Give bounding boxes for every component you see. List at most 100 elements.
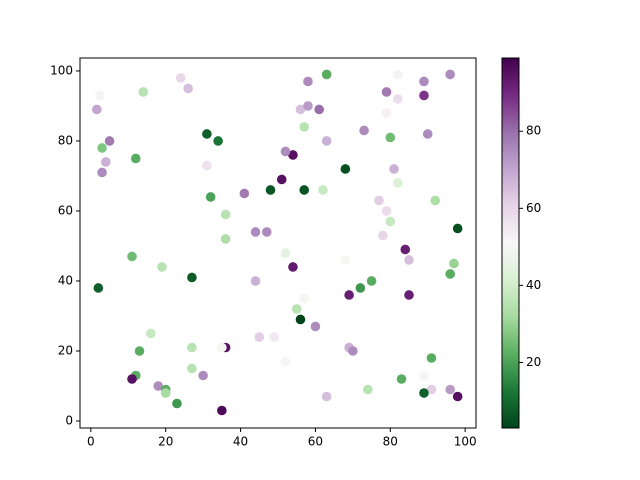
point <box>419 388 429 398</box>
point <box>134 346 145 356</box>
point <box>213 136 223 146</box>
point <box>426 384 437 395</box>
point <box>269 332 280 342</box>
y-tick-label: 80 <box>58 133 73 147</box>
colorbar-tick-label: 60 <box>526 201 541 215</box>
point <box>280 356 291 367</box>
point <box>321 136 332 146</box>
point <box>198 370 208 381</box>
point <box>363 384 373 395</box>
point <box>217 405 227 416</box>
point <box>202 160 212 171</box>
point <box>314 104 324 115</box>
x-tick-label: 60 <box>308 435 323 449</box>
point <box>220 234 231 244</box>
point <box>276 174 287 185</box>
point <box>291 304 302 314</box>
x-tick-label: 80 <box>383 435 398 449</box>
point <box>187 342 197 353</box>
y-tick-label: 100 <box>50 63 73 77</box>
point <box>392 94 403 104</box>
point <box>318 185 328 195</box>
point <box>183 83 193 94</box>
point <box>430 195 441 206</box>
point <box>239 188 250 199</box>
plot-area <box>79 57 477 429</box>
colorbar-tick-label: 40 <box>526 278 541 292</box>
point <box>153 381 164 391</box>
x-tick-label: 0 <box>87 435 95 449</box>
point <box>127 251 137 262</box>
y-tick-label: 0 <box>65 413 73 427</box>
point <box>288 262 298 272</box>
point <box>93 283 104 293</box>
point <box>392 69 403 80</box>
x-tick-label: 20 <box>158 435 173 449</box>
point <box>381 87 392 97</box>
point <box>445 269 455 279</box>
point <box>389 164 399 174</box>
point <box>422 129 433 139</box>
point <box>452 223 463 234</box>
y-tick-label: 40 <box>58 273 73 287</box>
colorbar-tick-label: 20 <box>526 355 541 369</box>
point <box>392 178 403 188</box>
point <box>295 314 306 325</box>
point <box>220 209 231 220</box>
point <box>97 167 107 178</box>
point <box>340 255 351 265</box>
point <box>104 136 115 146</box>
point <box>374 195 384 206</box>
point <box>138 87 149 97</box>
point <box>202 129 212 139</box>
point <box>145 328 156 339</box>
point <box>404 290 414 300</box>
point <box>295 104 306 115</box>
point <box>299 293 310 304</box>
point <box>452 391 463 402</box>
point <box>261 227 272 237</box>
point <box>303 76 313 87</box>
point <box>404 255 414 265</box>
point <box>381 206 392 216</box>
y-tick-label: 60 <box>58 203 73 217</box>
point <box>250 227 261 237</box>
point <box>130 153 141 164</box>
point <box>344 290 354 300</box>
point <box>385 132 396 143</box>
point <box>445 384 455 395</box>
point <box>160 388 171 398</box>
point <box>280 146 291 157</box>
point <box>127 374 137 384</box>
point <box>250 276 261 286</box>
point <box>378 230 388 241</box>
point <box>419 76 429 87</box>
point <box>299 185 310 195</box>
y-tick-label: 20 <box>58 343 73 357</box>
colorbar-tick-label: 80 <box>526 124 541 138</box>
point <box>217 342 227 353</box>
point <box>97 143 107 153</box>
point <box>187 272 197 283</box>
point <box>205 192 216 202</box>
point <box>419 370 429 381</box>
point <box>445 69 455 80</box>
point <box>288 150 298 160</box>
point <box>101 157 111 167</box>
point <box>321 69 332 80</box>
point <box>340 164 351 174</box>
point <box>280 248 291 258</box>
point <box>175 73 186 83</box>
point <box>348 346 358 356</box>
point <box>449 258 459 269</box>
point <box>187 363 197 374</box>
point <box>355 283 366 293</box>
point <box>172 398 182 409</box>
point <box>359 125 369 136</box>
point <box>419 90 429 101</box>
point <box>396 374 407 384</box>
point <box>321 391 332 402</box>
point <box>366 276 377 286</box>
point <box>92 104 102 115</box>
point <box>254 332 265 342</box>
